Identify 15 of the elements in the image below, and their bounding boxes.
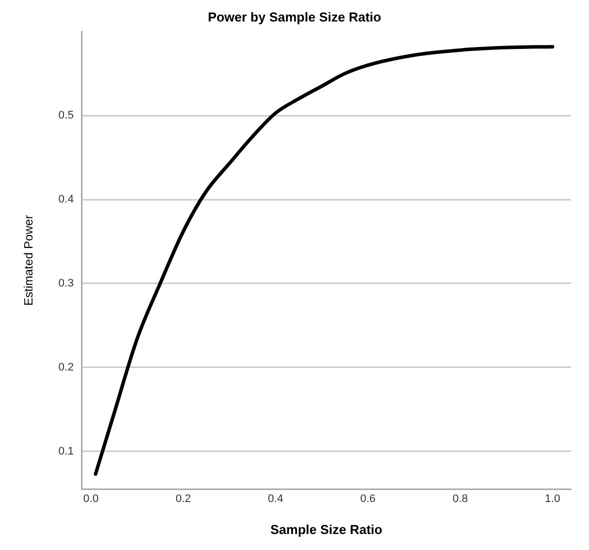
y-tick-label: 0.2 — [58, 361, 74, 374]
x-tick-label: 0.0 — [83, 492, 99, 505]
chart-title: Power by Sample Size Ratio — [208, 9, 382, 24]
x-tick-label: 0.8 — [452, 492, 468, 505]
x-tick-label: 0.6 — [360, 492, 376, 505]
y-axis-title: Estimated Power — [22, 215, 36, 306]
x-tick-label: 0.2 — [176, 492, 191, 505]
y-tick-label: 0.3 — [58, 278, 74, 290]
y-tick-label: 0.4 — [58, 194, 74, 206]
y-tick-label: 0.5 — [58, 110, 74, 122]
y-tick-label: 0.1 — [58, 445, 74, 458]
line-series — [94, 44, 554, 476]
x-axis-title: Sample Size Ratio — [270, 522, 382, 537]
x-tick-label: 1.0 — [544, 492, 560, 505]
x-tick-label: 0.4 — [268, 492, 284, 505]
